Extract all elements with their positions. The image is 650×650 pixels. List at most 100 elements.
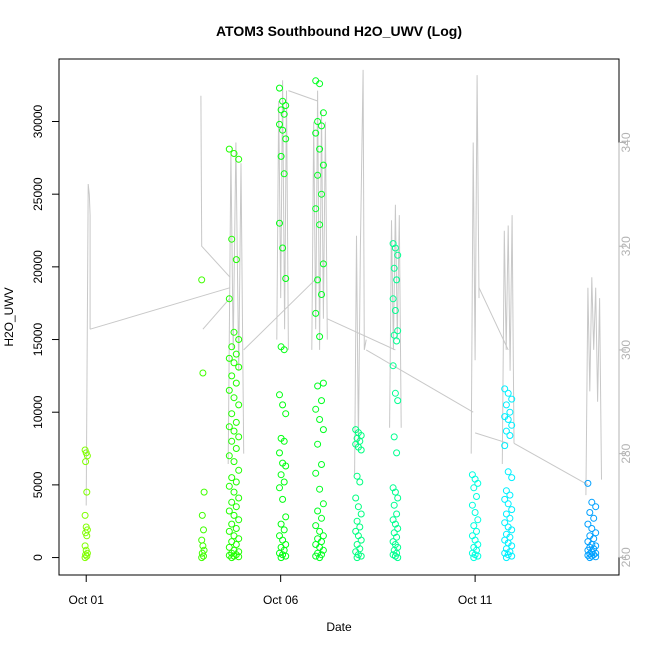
data-point [282, 513, 290, 521]
data-point [314, 118, 322, 125]
y-tick-label: 15000 [31, 323, 45, 357]
data-point [508, 421, 516, 429]
data-point [312, 405, 320, 413]
data-point [588, 525, 596, 532]
data-point [83, 552, 91, 560]
data-point [230, 150, 238, 157]
data-point [319, 546, 327, 554]
data-point [280, 110, 288, 118]
series-line-segment-1 [89, 287, 231, 330]
data-point [504, 416, 512, 423]
data-point [199, 369, 207, 377]
data-point [228, 498, 236, 506]
series-line-segment-7 [288, 90, 318, 102]
data-point [232, 541, 240, 548]
data-point [474, 552, 482, 560]
data-point [508, 395, 516, 403]
x-tick-label: Oct 11 [458, 593, 493, 607]
data-point [391, 389, 399, 397]
data-point [318, 122, 325, 130]
data-point [394, 554, 402, 562]
data-point [199, 542, 207, 550]
y-axis: 0 5000 10000 15000 20000 25000 30000 [31, 104, 60, 561]
data-point [588, 498, 596, 506]
series-line-segment-18 [585, 277, 602, 496]
data-point [235, 466, 243, 474]
data-point [391, 244, 399, 252]
data-point [230, 488, 238, 496]
data-point [232, 418, 240, 426]
data-point [394, 251, 402, 259]
series-line-segment-10 [354, 69, 367, 475]
data-point [235, 553, 243, 561]
data-point [200, 526, 207, 534]
line-layer [85, 69, 602, 506]
data-point [357, 536, 365, 544]
data-point [228, 437, 236, 445]
data-point [318, 291, 325, 298]
series-line-segment-0 [85, 183, 91, 506]
data-point [235, 433, 243, 441]
y-tick-label: 30000 [31, 104, 45, 138]
data-point [280, 478, 288, 486]
data-point [390, 264, 398, 272]
data-point [228, 410, 236, 418]
data-point [391, 307, 399, 314]
data-point [319, 379, 327, 387]
data-point [235, 336, 243, 343]
series-line-segment-15 [474, 432, 509, 444]
data-point [232, 350, 240, 358]
data-point [502, 427, 510, 435]
data-point [277, 554, 285, 562]
data-point [356, 523, 364, 531]
data-point [235, 535, 243, 543]
series-line-segment-5 [243, 276, 318, 351]
data-point [200, 488, 208, 496]
data-point [276, 219, 283, 227]
data-point [228, 520, 236, 528]
data-point [316, 145, 324, 153]
data-point [319, 161, 327, 169]
data-point [198, 511, 206, 519]
data-point [276, 532, 283, 540]
data-point [228, 474, 236, 482]
data-point [235, 494, 243, 502]
data-point [316, 333, 324, 341]
right-tick-label: 320 [619, 236, 633, 256]
data-point [230, 511, 238, 519]
data-point [230, 328, 238, 336]
data-point [282, 410, 290, 418]
x-axis: Oct 01 Oct 06 Oct 11 [69, 574, 493, 607]
data-point [232, 445, 240, 452]
data-point [586, 550, 594, 558]
data-point [282, 135, 290, 143]
series-line-segment-4 [227, 142, 245, 465]
data-point [276, 120, 283, 128]
series-line-segment-12 [389, 204, 402, 428]
data-point [280, 170, 288, 178]
series-line-segment-13 [470, 75, 480, 454]
data-point [277, 520, 285, 528]
data-point [592, 503, 600, 511]
data-point [394, 494, 402, 502]
data-point [357, 446, 365, 454]
data-point [279, 495, 287, 503]
data-point [282, 275, 290, 282]
data-point [584, 546, 592, 554]
series-line-segment-11 [365, 349, 474, 413]
data-point [235, 363, 243, 371]
data-point [353, 517, 361, 525]
data-point [393, 337, 401, 345]
data-point [198, 554, 206, 562]
y-tick-label: 5000 [31, 471, 45, 498]
data-point [232, 503, 240, 511]
data-point [584, 551, 592, 559]
data-point [83, 532, 91, 540]
data-point [312, 522, 320, 530]
data-point [276, 484, 283, 492]
data-point [471, 509, 479, 516]
data-point [470, 554, 478, 562]
data-point [279, 401, 287, 409]
data-point [230, 359, 238, 367]
